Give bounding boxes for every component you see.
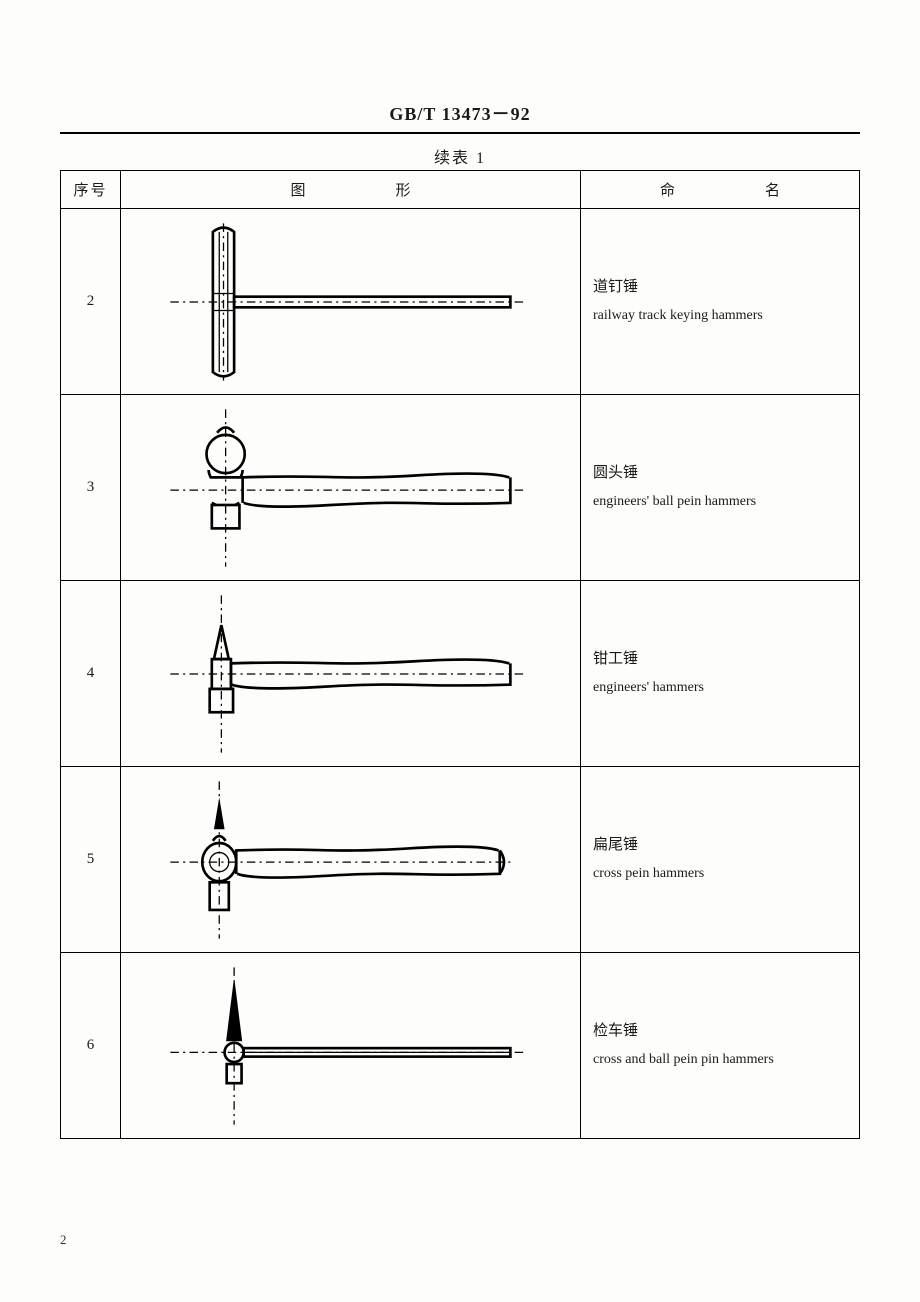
cell-figure [121,953,581,1139]
standard-code: GB/T 13473－92 [60,100,860,126]
page-number: 2 [60,1232,67,1248]
name-en: engineers' hammers [593,680,704,695]
table-row: 2 道钉锤 railway track keying hammers [61,209,860,395]
cell-num: 3 [61,395,121,581]
cell-num: 6 [61,953,121,1139]
col-header-name: 命 名 [581,171,860,209]
table-row: 6 检车锤 cross and ball pein pin hammers [61,953,860,1139]
name-zh: 检车锤 [593,1023,638,1039]
table-header-row: 序号 图 形 命 名 [61,171,860,209]
table-row: 5 扁尾锤 cross pein hammers [61,767,860,953]
hammer-table: 序号 图 形 命 名 2 道钉锤 railway track keying ha… [60,170,860,1139]
cell-name: 圆头锤 engineers' ball pein hammers [581,395,860,581]
table-row: 3 圆头锤 engineers' ball pein hammers [61,395,860,581]
name-en: cross pein hammers [593,866,704,881]
name-en: cross and ball pein pin hammers [593,1052,774,1067]
cell-figure [121,767,581,953]
col-header-num: 序号 [61,171,121,209]
cell-num: 4 [61,581,121,767]
name-zh: 道钉锤 [593,279,638,295]
cell-name: 道钉锤 railway track keying hammers [581,209,860,395]
cell-name: 检车锤 cross and ball pein pin hammers [581,953,860,1139]
name-zh: 圆头锤 [593,465,638,481]
cell-figure [121,581,581,767]
col-header-figure: 图 形 [121,171,581,209]
cell-name: 钳工锤 engineers' hammers [581,581,860,767]
table-caption: 续表 1 [60,144,860,168]
cell-num: 5 [61,767,121,953]
cell-figure [121,395,581,581]
name-zh: 钳工锤 [593,651,638,667]
name-en: engineers' ball pein hammers [593,494,756,509]
cell-num: 2 [61,209,121,395]
cell-name: 扁尾锤 cross pein hammers [581,767,860,953]
rule-top [60,132,860,134]
cell-figure [121,209,581,395]
name-zh: 扁尾锤 [593,837,638,853]
table-row: 4 钳工锤 engineers' hammers [61,581,860,767]
name-en: railway track keying hammers [593,308,763,323]
page: GB/T 13473－92 续表 1 序号 图 形 命 名 2 道钉锤 [60,100,860,1242]
